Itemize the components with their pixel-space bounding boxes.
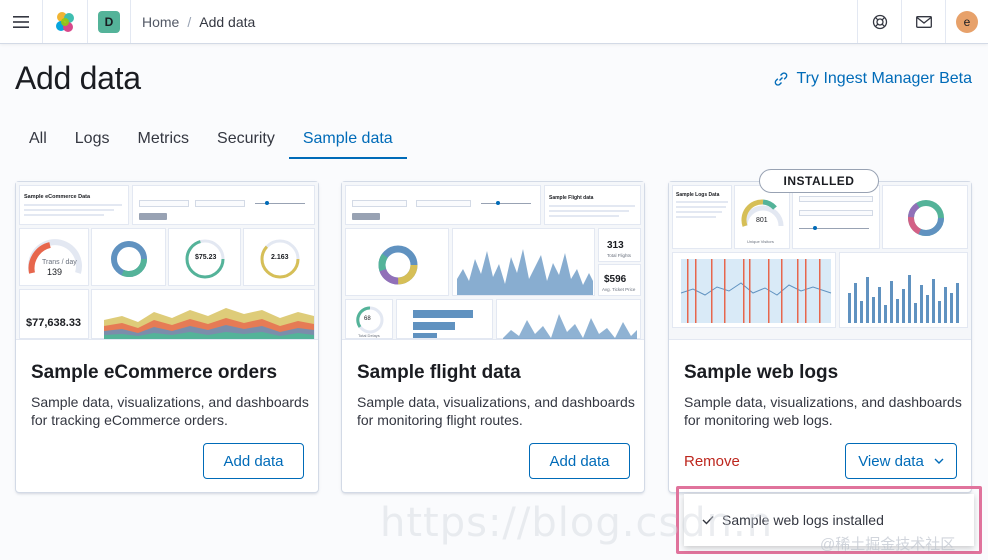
- mail-icon: [915, 15, 932, 28]
- total-delays-value: 68: [364, 316, 371, 322]
- web-logs-bytes-chart: [848, 275, 959, 323]
- metric-1-value: $75.23: [195, 254, 217, 261]
- tab-all[interactable]: All: [29, 130, 47, 147]
- web-logs-response-codes-chart: [680, 259, 832, 323]
- remove-sample-data-button[interactable]: Remove: [684, 453, 740, 470]
- total-flights-value: 313: [607, 240, 624, 251]
- page-title: Add data: [15, 60, 141, 96]
- ecommerce-donut-chart: [111, 241, 147, 277]
- elastic-logo[interactable]: [43, 0, 87, 43]
- unique-visitors-gauge: [741, 199, 784, 227]
- ecommerce-gauge-chart: [28, 239, 82, 274]
- avg-ticket-price-value: $596: [604, 274, 627, 285]
- flight-bar-chart: [413, 310, 473, 338]
- ecommerce-area-chart: [104, 308, 314, 339]
- unique-visitors-label: Unique Visitors: [747, 239, 774, 244]
- tab-metrics[interactable]: Metrics: [137, 130, 190, 147]
- breadcrumb-separator: /: [187, 13, 192, 30]
- space-selector[interactable]: D: [88, 0, 130, 43]
- space-avatar: D: [98, 10, 120, 33]
- gauge-value: 139: [47, 267, 63, 277]
- breadcrumb-home-link[interactable]: Home: [142, 13, 180, 30]
- ecommerce-dashboard-thumbnail: Sample eCommerce Data Trans / day 139: [16, 182, 318, 340]
- tab-security[interactable]: Security: [217, 130, 275, 147]
- user-menu-button[interactable]: e: [946, 0, 988, 43]
- elastic-logo-icon: [56, 11, 74, 32]
- ecommerce-metric-ring: [185, 239, 225, 279]
- web-logs-donut-chart: [908, 200, 944, 236]
- breadcrumb: Home / Add data: [142, 0, 255, 43]
- total-delays-label: Total Delays: [358, 333, 380, 338]
- flight-thumb-heading: Sample Flight data: [549, 195, 594, 201]
- card-description: Sample data, visualizations, and dashboa…: [31, 394, 309, 428]
- help-button[interactable]: [858, 0, 901, 43]
- newsfeed-button[interactable]: [902, 0, 945, 43]
- flight-line-chart: [503, 314, 637, 339]
- view-data-label: View data: [858, 452, 924, 470]
- link-icon: [774, 72, 787, 86]
- view-data-button[interactable]: View data: [845, 443, 957, 479]
- flight-dashboard-thumbnail: Sample Flight data 313 Total Flights $59…: [342, 182, 644, 340]
- installed-badge: INSTALLED: [759, 169, 879, 193]
- tab-sample-data[interactable]: Sample data: [288, 124, 407, 159]
- help-lifebuoy-icon: [872, 14, 887, 29]
- card-description: Sample data, visualizations, and dashboa…: [357, 394, 635, 428]
- hamburger-icon: [13, 15, 29, 28]
- card-title[interactable]: Sample eCommerce orders: [31, 362, 278, 383]
- tab-bar: All Logs Metrics Security Sample data: [15, 124, 407, 159]
- success-toast: Sample web logs installed: [684, 494, 974, 546]
- sample-flight-card: Sample Flight data 313 Total Flights $59…: [341, 181, 645, 493]
- avg-ticket-price-label: Avg. Ticket Price: [602, 287, 636, 292]
- ecommerce-thumb-heading: Sample eCommerce Data: [24, 194, 91, 200]
- tab-logs[interactable]: Logs: [74, 130, 110, 147]
- flight-delays-gauge: [356, 306, 384, 334]
- ecommerce-metric-ring-2: [260, 239, 300, 279]
- metric-2-value: 2.163: [271, 254, 289, 261]
- user-avatar: e: [956, 10, 978, 33]
- total-flights-label: Total Flights: [607, 253, 632, 258]
- logs-thumb-heading: Sample Logs Data: [676, 192, 720, 198]
- top-nav-bar: D Home / Add data e: [0, 0, 988, 44]
- toast-highlight-frame: [676, 486, 982, 554]
- card-description: Sample data, visualizations, and dashboa…: [684, 394, 962, 428]
- sample-web-logs-card: Sample Logs Data 801 Unique Visitors: [668, 181, 972, 493]
- sample-ecommerce-card: Sample eCommerce Data Trans / day 139: [15, 181, 319, 493]
- breadcrumb-current: Add data: [199, 13, 256, 30]
- flight-donut-chart: [378, 245, 418, 285]
- card-title[interactable]: Sample web logs: [684, 362, 839, 383]
- try-ingest-manager-link[interactable]: Try Ingest Manager Beta: [773, 70, 973, 88]
- toast-message: Sample web logs installed: [722, 512, 884, 528]
- gauge-label: Trans / day: [42, 259, 77, 266]
- web-logs-dashboard-thumbnail: Sample Logs Data 801 Unique Visitors: [669, 182, 971, 340]
- add-ecommerce-data-button[interactable]: Add data: [203, 443, 304, 479]
- menu-toggle-button[interactable]: [0, 0, 42, 43]
- add-flight-data-button[interactable]: Add data: [529, 443, 630, 479]
- flight-area-chart: [457, 249, 593, 295]
- chevron-down-icon: [934, 458, 944, 464]
- total-revenue-value: $77,638.33: [26, 317, 82, 329]
- unique-visitors-value: 801: [756, 217, 768, 224]
- check-icon: [702, 516, 714, 525]
- card-title[interactable]: Sample flight data: [357, 362, 521, 383]
- ingest-link-label: Try Ingest Manager Beta: [796, 70, 973, 87]
